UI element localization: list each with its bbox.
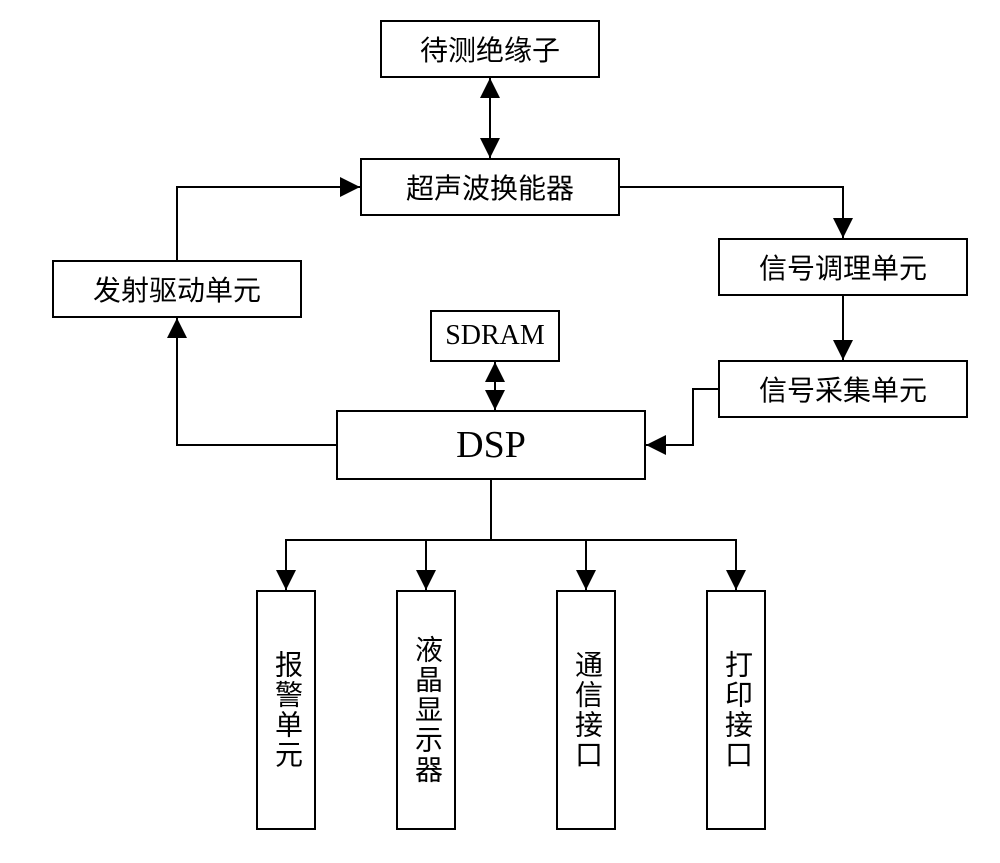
node-conditioner: 信号调理单元 [718, 238, 968, 296]
node-sdram: SDRAM [430, 310, 560, 362]
node-alarm-label: 报警单元 [266, 650, 306, 770]
edge-driver-transducer [177, 187, 360, 260]
edge-dsp-comm [491, 480, 586, 590]
edge-dsp-print [491, 480, 736, 590]
node-driver-label: 发射驱动单元 [93, 269, 261, 309]
node-sdram-label: SDRAM [445, 320, 545, 352]
node-print-label: 打印接口 [716, 650, 756, 770]
node-lcd: 液晶显示器 [396, 590, 456, 830]
edge-dsp-lcd [426, 480, 491, 590]
node-conditioner-label: 信号调理单元 [759, 247, 927, 287]
node-dsp: DSP [336, 410, 646, 480]
node-acquisition: 信号采集单元 [718, 360, 968, 418]
node-acquisition-label: 信号采集单元 [759, 369, 927, 409]
node-transducer-label: 超声波换能器 [406, 167, 574, 207]
node-print: 打印接口 [706, 590, 766, 830]
edge-acquisition-dsp [646, 389, 718, 445]
node-insulator-label: 待测绝缘子 [420, 29, 560, 69]
node-comm-label: 通信接口 [566, 650, 606, 770]
node-alarm: 报警单元 [256, 590, 316, 830]
edge-dsp-alarm [286, 480, 491, 590]
node-lcd-label: 液晶显示器 [406, 635, 446, 785]
edge-dsp-driver [177, 318, 336, 445]
node-comm: 通信接口 [556, 590, 616, 830]
node-transducer: 超声波换能器 [360, 158, 620, 216]
node-driver: 发射驱动单元 [52, 260, 302, 318]
node-dsp-label: DSP [456, 423, 526, 467]
edge-transducer-conditioner [620, 187, 843, 238]
node-insulator: 待测绝缘子 [380, 20, 600, 78]
